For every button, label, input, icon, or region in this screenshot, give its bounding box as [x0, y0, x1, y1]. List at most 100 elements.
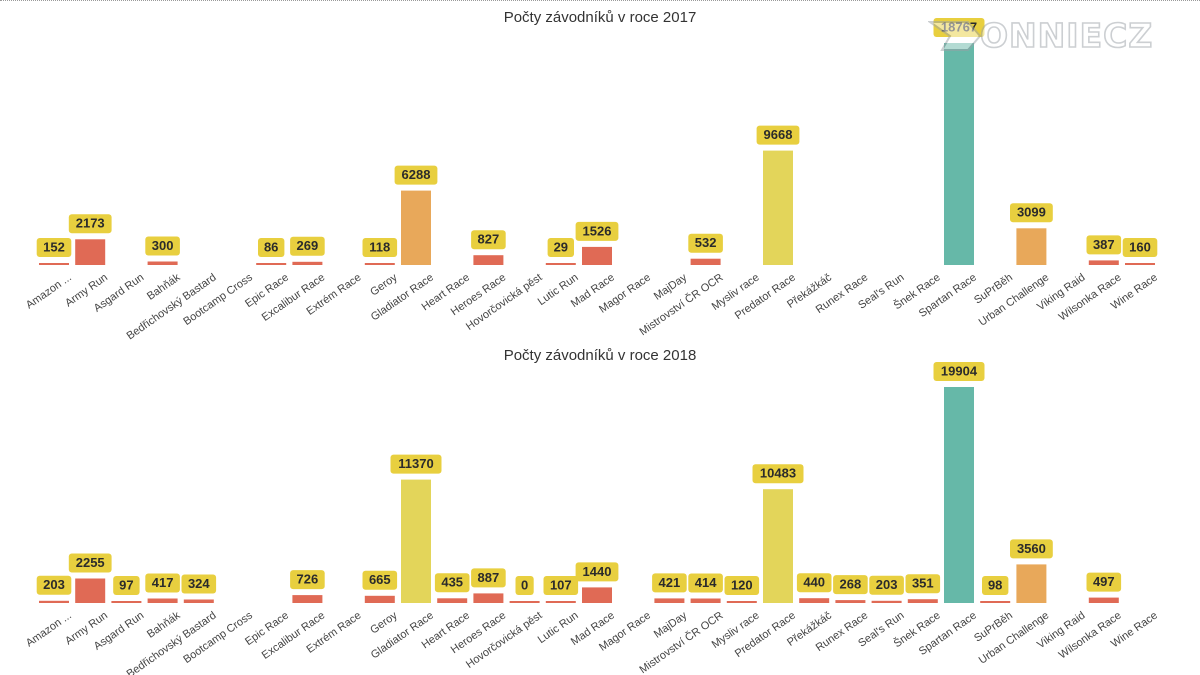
- data-label: 300: [152, 238, 174, 253]
- data-label: 351: [912, 576, 934, 591]
- x-tick-label: Wilsonka Race: [1057, 610, 1124, 662]
- data-label: 3099: [1017, 205, 1046, 220]
- data-label: 19904: [941, 363, 978, 378]
- data-label-badge: [36, 238, 72, 257]
- data-label: 98: [988, 577, 1002, 592]
- bar: [292, 261, 323, 265]
- data-label-badge: [547, 238, 574, 257]
- x-tick-label: Excalibur Race: [260, 272, 327, 324]
- top-divider: [0, 0, 1200, 1]
- bar: [473, 255, 504, 265]
- data-label: 120: [731, 577, 753, 592]
- data-label-badge: [575, 562, 619, 582]
- bar: [256, 263, 287, 265]
- data-label-badge: [869, 575, 904, 595]
- data-label-badge: [145, 573, 180, 593]
- data-label: 0: [521, 577, 528, 592]
- data-label-badge: [1122, 238, 1158, 257]
- data-label-badge: [113, 576, 140, 595]
- data-label-badge: [145, 236, 180, 256]
- data-label: 417: [152, 575, 174, 590]
- x-tick-label: Wilsonka Race: [1057, 272, 1124, 324]
- data-label-badge: [68, 553, 112, 573]
- data-label-badge: [1010, 203, 1053, 223]
- data-label: 269: [297, 238, 319, 253]
- bar: [654, 598, 685, 603]
- data-label-badge: [390, 454, 442, 474]
- data-label-badge: [36, 575, 72, 595]
- data-label-badge: [258, 238, 285, 257]
- data-label: 1440: [583, 564, 612, 579]
- data-label: 1526: [583, 223, 612, 238]
- data-label: 324: [188, 576, 210, 591]
- bar: [545, 601, 576, 603]
- bar: [582, 587, 612, 603]
- chart-title: Počty závodníků v roce 2018: [504, 347, 697, 364]
- data-label-badge: [752, 464, 804, 484]
- chart-title: Počty závodníků v roce 2017: [504, 9, 697, 26]
- bar: [39, 263, 69, 265]
- data-label-badge: [543, 576, 579, 595]
- data-label: 11370: [398, 456, 433, 471]
- bar: [726, 601, 757, 603]
- data-label-badge: [652, 573, 687, 593]
- bar: [1088, 260, 1119, 265]
- data-label: 497: [1093, 574, 1115, 589]
- data-label: 3560: [1017, 541, 1046, 556]
- bar: [1088, 597, 1119, 603]
- bar: [582, 246, 612, 265]
- data-label-badge: [471, 568, 506, 588]
- bar: [111, 601, 142, 603]
- bar: [75, 578, 106, 603]
- data-label-badge: [724, 576, 760, 595]
- bar: [147, 261, 178, 265]
- data-label: 29: [554, 239, 568, 254]
- data-label-badge: [1010, 539, 1053, 559]
- bar: [437, 598, 468, 603]
- bar: [401, 190, 431, 265]
- data-label-badge: [833, 575, 868, 595]
- bar: [509, 601, 540, 603]
- data-label-badge: [290, 236, 325, 256]
- data-label-badge: [905, 574, 941, 594]
- data-label: 10483: [760, 466, 796, 481]
- data-label-badge: [290, 570, 325, 590]
- bar: [944, 387, 974, 603]
- data-label-badge: [933, 362, 985, 381]
- bar: [944, 43, 974, 265]
- data-label-badge: [181, 574, 217, 594]
- data-label: 2255: [76, 555, 105, 570]
- data-label: 86: [264, 239, 278, 254]
- data-label: 421: [659, 575, 681, 590]
- data-label-badge: [68, 214, 112, 234]
- bar: [763, 150, 793, 265]
- bar: [147, 598, 178, 603]
- data-label: 203: [43, 577, 65, 592]
- data-label-badge: [1086, 572, 1122, 592]
- data-label: 203: [876, 577, 898, 592]
- data-label: 9668: [764, 127, 793, 142]
- data-label: 435: [441, 575, 463, 590]
- data-label: 118: [369, 239, 390, 254]
- bar: [799, 598, 830, 603]
- bar: [364, 595, 395, 603]
- bar: [39, 600, 69, 603]
- data-label-badge: [394, 165, 438, 185]
- bar: [545, 263, 576, 265]
- data-label-badge: [688, 573, 723, 593]
- data-label: 887: [478, 570, 500, 585]
- data-label: 726: [297, 572, 319, 587]
- bar: [364, 263, 395, 265]
- bar: [183, 599, 214, 603]
- data-label: 414: [695, 575, 717, 590]
- data-label: 827: [478, 232, 500, 247]
- data-label: 665: [369, 572, 391, 587]
- data-label-badge: [796, 573, 832, 593]
- data-label-badge: [515, 576, 534, 595]
- data-label: 440: [803, 575, 825, 590]
- data-label-badge: [1086, 235, 1122, 255]
- bar: [75, 239, 106, 265]
